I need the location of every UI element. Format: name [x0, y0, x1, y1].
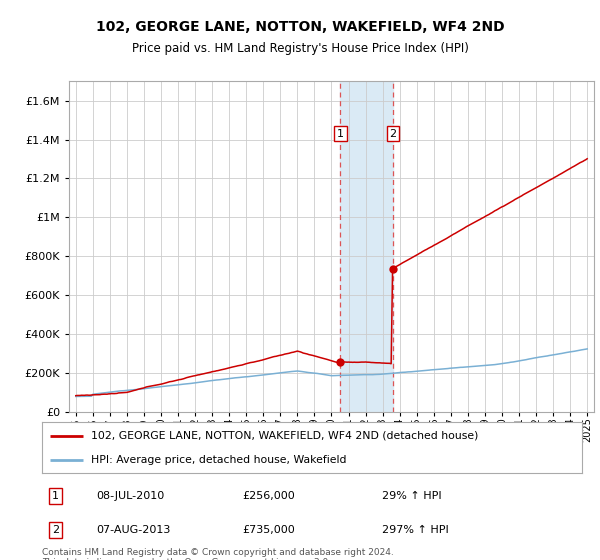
Text: 297% ↑ HPI: 297% ↑ HPI — [382, 525, 449, 535]
Text: 102, GEORGE LANE, NOTTON, WAKEFIELD, WF4 2ND: 102, GEORGE LANE, NOTTON, WAKEFIELD, WF4… — [95, 20, 505, 34]
Text: 08-JUL-2010: 08-JUL-2010 — [96, 491, 164, 501]
Text: 102, GEORGE LANE, NOTTON, WAKEFIELD, WF4 2ND (detached house): 102, GEORGE LANE, NOTTON, WAKEFIELD, WF4… — [91, 431, 478, 441]
Text: £735,000: £735,000 — [242, 525, 295, 535]
Text: 29% ↑ HPI: 29% ↑ HPI — [382, 491, 442, 501]
Text: 2: 2 — [389, 129, 397, 139]
Bar — [340, 81, 393, 412]
Text: 1: 1 — [52, 491, 59, 501]
Text: HPI: Average price, detached house, Wakefield: HPI: Average price, detached house, Wake… — [91, 455, 346, 465]
Text: Price paid vs. HM Land Registry's House Price Index (HPI): Price paid vs. HM Land Registry's House … — [131, 42, 469, 55]
Text: 1: 1 — [337, 129, 344, 139]
Text: £256,000: £256,000 — [242, 491, 295, 501]
Text: Contains HM Land Registry data © Crown copyright and database right 2024.
This d: Contains HM Land Registry data © Crown c… — [42, 548, 394, 560]
Text: 2: 2 — [52, 525, 59, 535]
Text: 07-AUG-2013: 07-AUG-2013 — [96, 525, 170, 535]
